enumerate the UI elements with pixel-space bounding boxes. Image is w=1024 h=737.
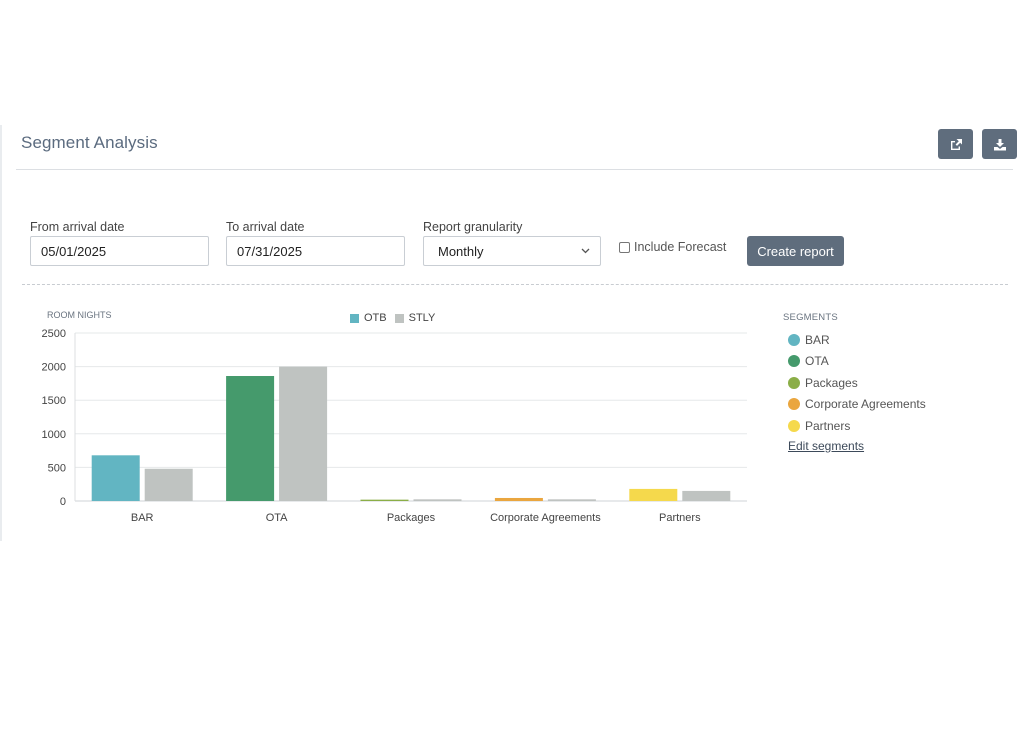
segment-item-packages[interactable]: Packages [783, 372, 926, 394]
chevron-down-icon [581, 248, 590, 254]
x-tick-label: Partners [659, 512, 701, 524]
segment-color-dot [788, 333, 800, 346]
x-tick-label: Packages [387, 512, 436, 524]
segment-color-dot [788, 419, 800, 432]
segment-color-dot [788, 376, 800, 389]
room-nights-bar-chart: ROOM NIGHTS 0 500 1000 1500 2000 2500 BAR OTA Pac… [42, 310, 747, 524]
bar-stly-packages [413, 499, 462, 501]
bar-stly-corporate-agreements [547, 499, 596, 501]
segment-label: Corporate Agreements [805, 397, 926, 412]
include-forecast-checkbox[interactable] [619, 241, 630, 253]
segment-item-ota[interactable]: OTA [783, 351, 926, 373]
segment-analysis-panel [0, 125, 1024, 541]
legend-label-otb: OTB [364, 312, 387, 324]
edit-segments-link[interactable]: Edit segments [788, 438, 865, 453]
create-report-button[interactable]: Create report [747, 236, 844, 266]
download-icon [993, 138, 1006, 150]
bar-stly-partners [682, 490, 731, 501]
bar-otb-corporate-agreements [494, 497, 543, 501]
x-tick-label: BAR [131, 512, 154, 524]
y-tick-label: 1000 [42, 429, 66, 441]
bar-otb-packages [360, 499, 409, 501]
section-divider [22, 284, 1008, 285]
legend-label-stly: STLY [408, 312, 436, 324]
y-tick-label: 500 [48, 462, 66, 474]
granularity-label: Report granularity [423, 220, 523, 234]
x-tick-label: Corporate Agreements [490, 512, 601, 524]
title-divider [16, 169, 1013, 170]
bar-otb-ota [226, 376, 275, 501]
y-axis-label: ROOM NIGHTS [47, 310, 112, 320]
segments-list: BAR OTA Packages Corporate Agreements Partne… [783, 329, 926, 437]
y-tick-label: 2000 [42, 362, 66, 374]
from-date-input[interactable] [30, 236, 209, 266]
segment-label: Packages [805, 375, 858, 390]
chart-legend: OTB STLY [350, 312, 443, 324]
legend-swatch-otb [350, 313, 359, 323]
y-tick-label: 0 [60, 496, 66, 508]
segment-item-bar[interactable]: BAR [783, 329, 926, 351]
segment-item-partners[interactable]: Partners [783, 415, 926, 437]
granularity-value: Monthly [438, 243, 484, 259]
segment-label: BAR [805, 332, 830, 347]
bar-otb-partners [629, 488, 678, 501]
segments-panel: SEGMENTS BAR OTA Packages Corporate Agreeme… [783, 312, 926, 453]
granularity-select[interactable]: Monthly [423, 236, 601, 266]
to-date-input[interactable] [226, 236, 405, 266]
page-title: Segment Analysis [21, 133, 158, 152]
from-date-label: From arrival date [30, 220, 125, 234]
include-forecast-label: Include Forecast [634, 240, 727, 254]
y-tick-label: 1500 [42, 395, 66, 407]
legend-swatch-stly [394, 313, 404, 323]
share-button[interactable] [938, 129, 973, 159]
segment-color-dot [788, 355, 800, 368]
segment-item-corporate-agreements[interactable]: Corporate Agreements [783, 394, 926, 416]
share-icon [950, 138, 962, 150]
bar-otb-bar [91, 455, 140, 501]
bar-stly-bar [144, 468, 193, 501]
x-tick-label: OTA [266, 512, 288, 524]
segment-label: Partners [805, 418, 851, 433]
bar-stly-ota [279, 366, 328, 501]
y-tick-label: 2500 [42, 328, 66, 340]
segment-color-dot [788, 398, 800, 411]
download-button[interactable] [982, 129, 1017, 159]
legend-item-stly[interactable]: STLY [394, 312, 436, 324]
to-date-label: To arrival date [226, 220, 305, 234]
include-forecast-option[interactable]: Include Forecast [619, 240, 726, 254]
legend-item-otb[interactable]: OTB [350, 312, 387, 324]
segments-header: SEGMENTS [783, 312, 838, 323]
segment-label: OTA [805, 354, 829, 369]
